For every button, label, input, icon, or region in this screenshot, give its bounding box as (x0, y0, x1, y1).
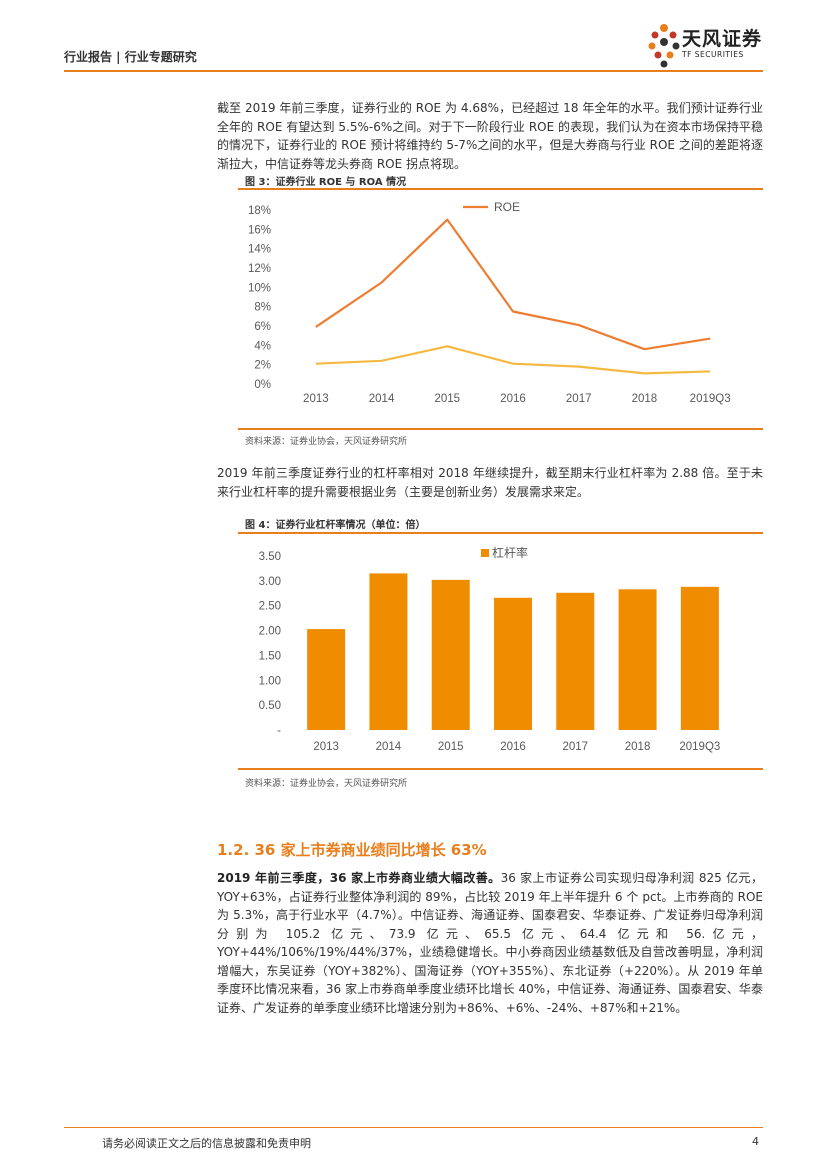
legend-label-leverage: 杠杆率 (492, 545, 528, 560)
y-tick-label: 0% (254, 379, 271, 391)
x-tick-label: 2018 (632, 393, 658, 405)
logo-name-cn: 天风证券 (682, 28, 763, 50)
company-logo: 天风证券 TF SECURITIES (648, 22, 772, 70)
y-tick-label: 6% (254, 321, 271, 333)
y-tick-label: 2.50 (259, 601, 281, 613)
y-tick-label: 1.00 (259, 675, 281, 687)
y-tick-label: 3.00 (259, 576, 281, 588)
series-line-2 (315, 345, 711, 375)
x-tick-label: 2015 (438, 741, 464, 753)
y-tick-label: 1.50 (259, 650, 281, 662)
y-tick-label: 18% (248, 205, 271, 217)
y-tick-label: 2.00 (259, 626, 281, 638)
x-tick-label: 2019Q3 (690, 393, 731, 405)
x-tick-label: 2013 (313, 741, 339, 753)
figure-3-top-rule (238, 188, 763, 190)
x-tick-label: 2013 (303, 393, 329, 405)
figure-3-title: 图 3：证券行业 ROE 与 ROA 情况 (245, 177, 407, 188)
paragraph-listed-brokers: 2019 年前三季度，36 家上市券商业绩大幅改善。36 家上市证券公司实现归母… (217, 869, 763, 1017)
x-tick-label: 2017 (566, 393, 592, 405)
roe-roa-line-chart: 0% 2% 4% 6% 8% 10% 12% 14% 16% 18% 2013 2014 2015 201… (248, 200, 731, 405)
x-tick-label: 2015 (434, 393, 460, 405)
series-line-1 (315, 218, 711, 351)
figure-4-title: 图 4：证券行业杠杆率情况（单位：倍） (245, 520, 426, 531)
x-tick-label: 2016 (500, 741, 526, 753)
legend-label-roe: ROE (494, 200, 520, 214)
figure-4-top-rule (238, 532, 763, 534)
x-tick-label: 2017 (562, 741, 588, 753)
footer-divider (64, 1127, 763, 1128)
bar (431, 579, 470, 730)
figure-4-source: 资料来源：证券业协会，天风证券研究所 (245, 779, 408, 789)
y-tick-label: 12% (248, 263, 271, 275)
figure-3-bottom-rule (238, 428, 763, 430)
y-tick-label: 16% (248, 224, 271, 236)
logo-mark-icon (648, 24, 680, 68)
page-number: 4 (752, 1135, 759, 1148)
header-left: 行业报告 | 行业专题研究 (64, 50, 197, 64)
x-tick-label: 2014 (376, 741, 402, 753)
y-tick-label: 3.50 (259, 551, 281, 563)
y-tick-label: 0.50 (259, 700, 281, 712)
x-tick-label: 2018 (625, 741, 651, 753)
y-tick-label: 4% (254, 340, 271, 352)
y-tick-label: - (277, 725, 281, 737)
paragraph-roe: 截至 2019 年前三季度，证券行业的 ROE 为 4.68%，已经超过 18 … (217, 101, 763, 171)
footer-disclaimer: 请务必阅读正文之后的信息披露和免责申明 (102, 1137, 311, 1150)
paragraph-lead: 2019 年前三季度，36 家上市券商业绩大幅改善。 (217, 871, 501, 885)
x-tick-label: 2016 (500, 393, 526, 405)
logo-name-en: TF SECURITIES (682, 50, 744, 59)
bar (369, 573, 408, 730)
y-tick-label: 14% (248, 244, 271, 256)
figure-4-bottom-rule (238, 768, 763, 770)
bar (556, 592, 595, 730)
header-divider (64, 70, 763, 72)
bar (307, 629, 346, 730)
paragraph-body: 36 家上市证券公司实现归母净利润 825 亿元，YOY+63%，占证券行业整体… (217, 871, 763, 1015)
figure-3-source: 资料来源：证券业协会，天风证券研究所 (245, 437, 408, 447)
bar (618, 589, 657, 730)
leverage-bar-chart: - 0.50 1.00 1.50 2.00 2.50 3.00 3.50 2013 2014 201… (259, 545, 721, 753)
section-heading: 1.2. 36 家上市券商业绩同比增长 63% (217, 841, 487, 859)
x-tick-label: 2014 (369, 393, 395, 405)
bar (494, 597, 532, 730)
legend-swatch-leverage (481, 549, 489, 557)
y-tick-label: 10% (248, 282, 271, 294)
x-tick-label: 2019Q3 (679, 741, 720, 753)
paragraph-leverage: 2019 年前三季度证券行业的杠杆率相对 2018 年继续提升，截至期末行业杠杆… (217, 466, 763, 499)
y-tick-label: 2% (254, 360, 271, 372)
y-tick-label: 8% (254, 302, 271, 314)
bar (680, 586, 719, 730)
